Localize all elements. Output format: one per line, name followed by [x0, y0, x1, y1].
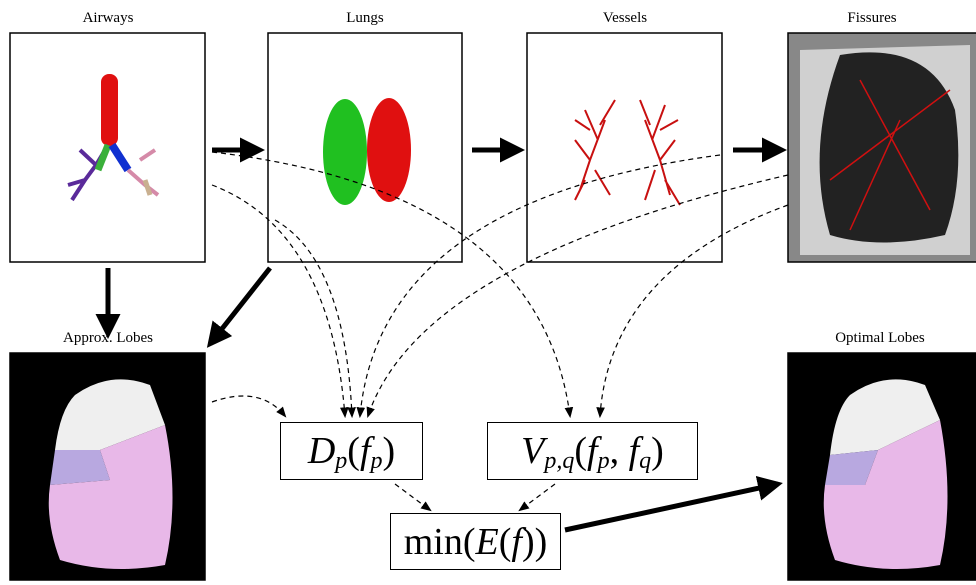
approx-lobes-image: [10, 353, 205, 580]
formula-part: (: [347, 429, 360, 473]
formula-part: (: [463, 520, 476, 564]
formula-box: min(E(f)): [390, 513, 561, 570]
vessels-image: [527, 33, 722, 262]
formula-part: ): [383, 429, 396, 473]
formula-part: p: [371, 448, 383, 475]
formula-part: p,q: [544, 448, 574, 475]
formula-part: )): [522, 520, 547, 564]
airways-image: [10, 33, 205, 262]
optimal-lobes-image: [788, 353, 976, 580]
formula-part: (: [574, 429, 587, 473]
formula-part: (: [499, 520, 512, 564]
formula-part: f: [360, 429, 371, 473]
node-label: Optimal Lobes: [835, 330, 925, 346]
node-label: Airways: [83, 10, 134, 26]
formula-part: q: [639, 448, 651, 475]
node-label: Fissures: [847, 10, 896, 26]
diagram: Airways Lungs Vessels Fissures Approx. L…: [0, 0, 976, 585]
formula-part: E: [476, 520, 499, 564]
formula-part: f: [587, 429, 598, 473]
formula-part: p: [598, 448, 610, 475]
formula-part: p: [335, 448, 347, 475]
formula-part: min: [404, 520, 463, 564]
formula-part: ,: [610, 429, 629, 473]
canvas: Airways Lungs Vessels Fissures Approx. L…: [0, 0, 976, 585]
formula-part: ): [651, 429, 664, 473]
node-label: Lungs: [346, 10, 384, 26]
formula-part: f: [629, 429, 640, 473]
node-label: Vessels: [603, 10, 647, 26]
lungs-image: [268, 33, 462, 262]
formula-part: D: [308, 429, 335, 473]
formula-part: f: [511, 520, 522, 564]
formula-part: V: [521, 429, 544, 473]
fissures-image: [788, 33, 976, 262]
